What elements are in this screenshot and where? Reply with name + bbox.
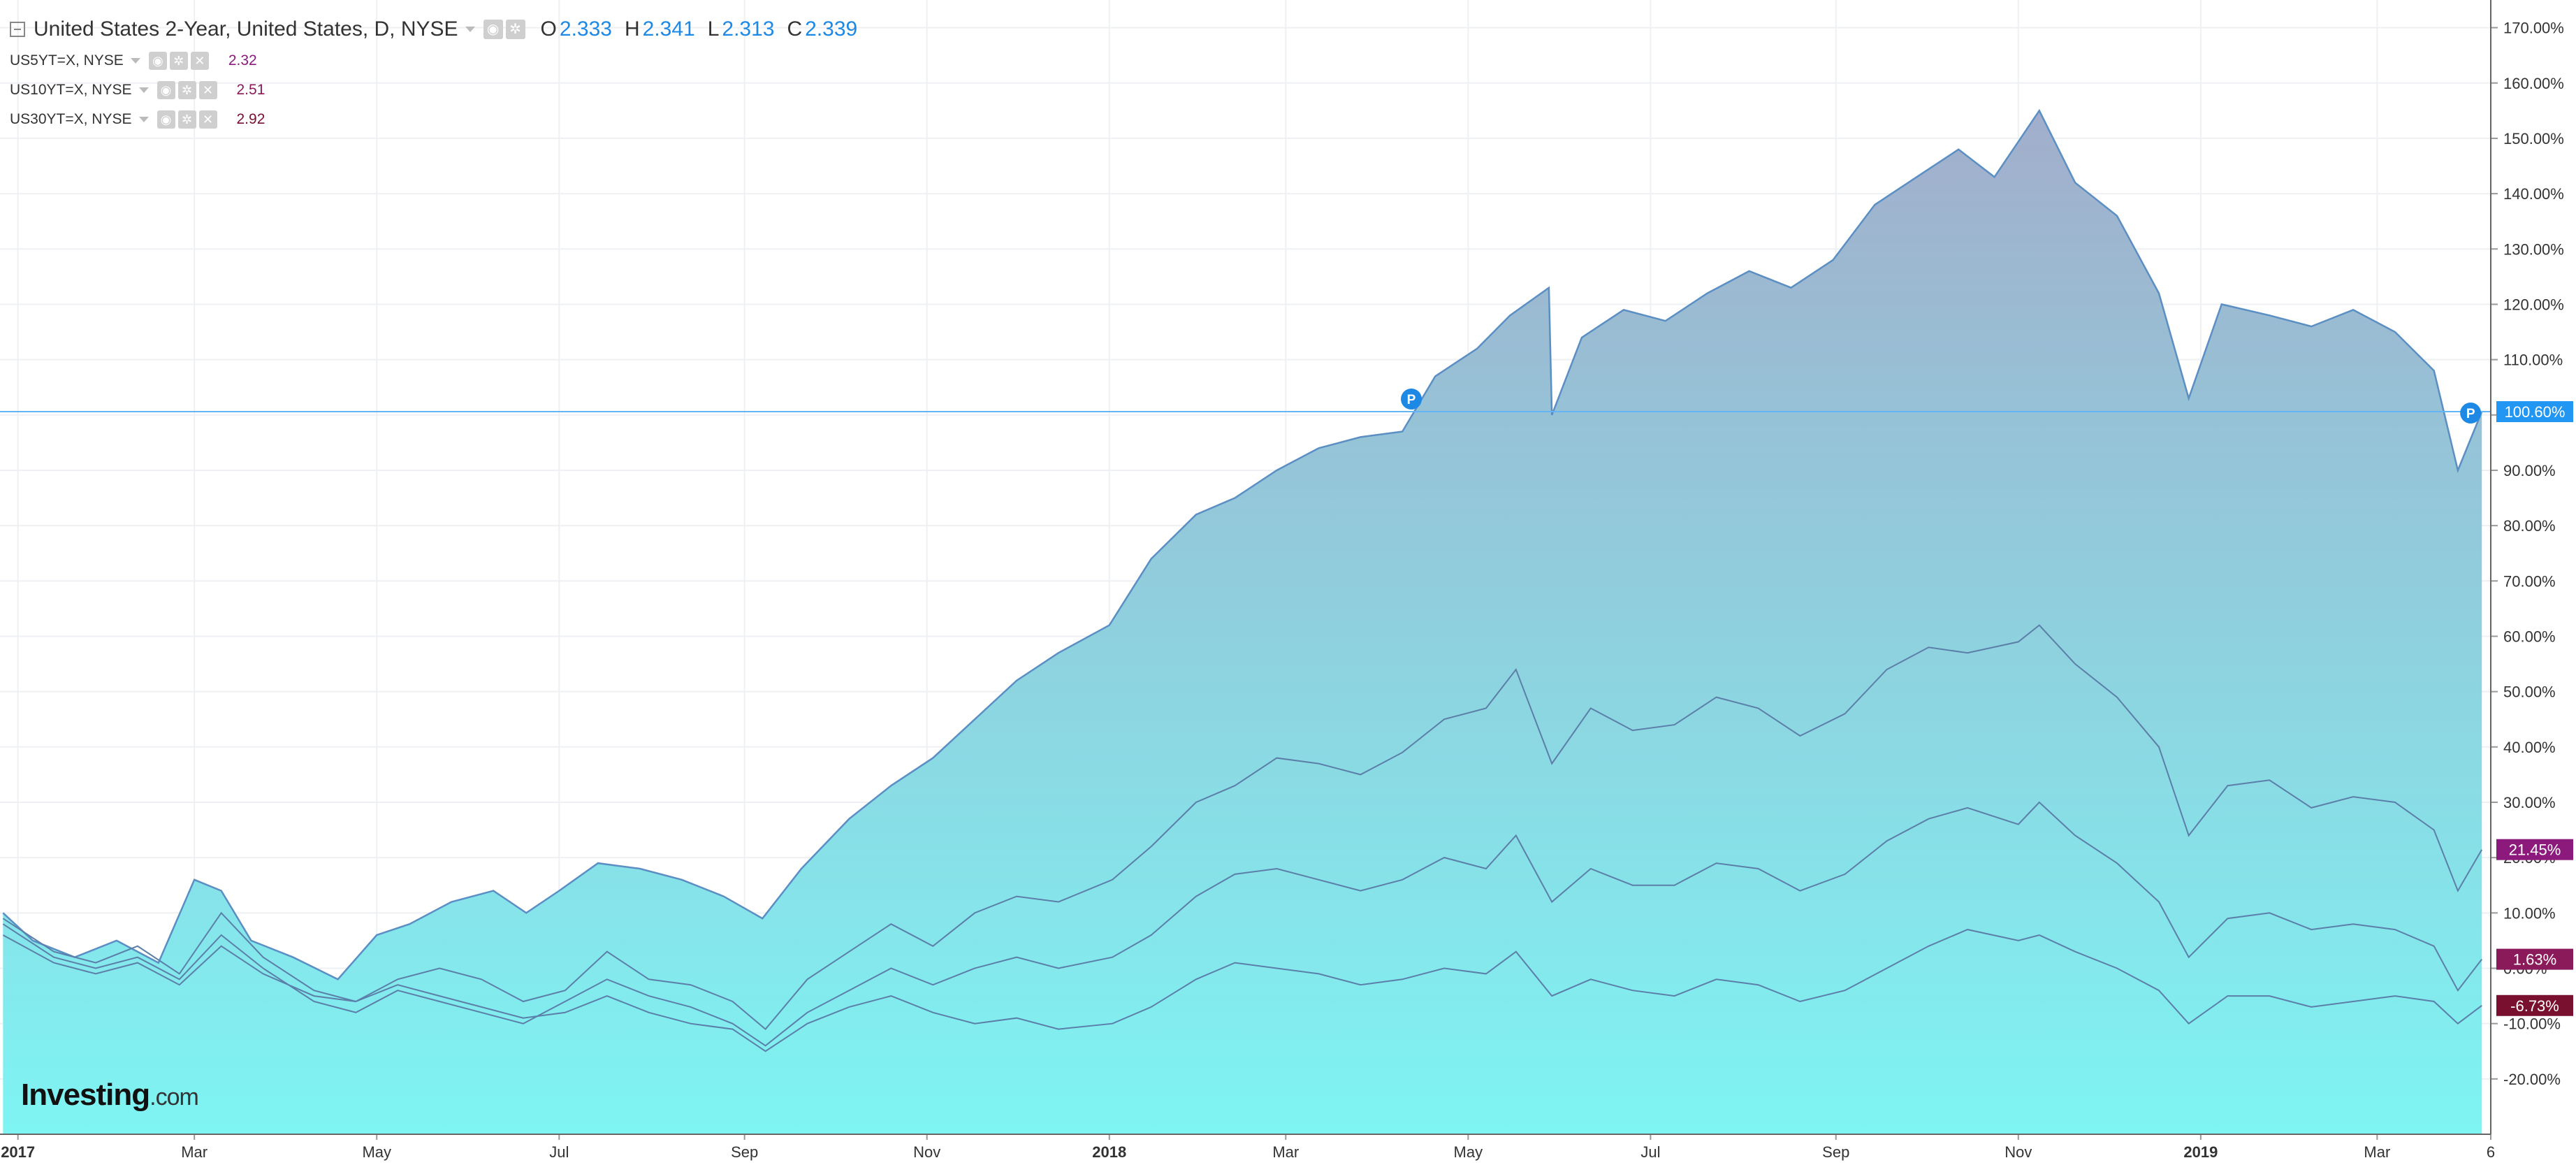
eye-icon[interactable]: ◉ [483, 20, 503, 39]
last-value-label: 21.45% [2509, 841, 2561, 859]
last-value-tag [2496, 839, 2573, 860]
x-tick-label: Jul [549, 1143, 569, 1161]
last-value-label: -6.73% [2510, 997, 2559, 1015]
logo-suffix: .com [150, 1084, 199, 1110]
eye-icon[interactable]: ◉ [157, 81, 175, 99]
main-series-legend: United States 2-Year, United States, D, … [10, 13, 857, 46]
y-tick-label: 40.00% [2503, 739, 2556, 756]
low-label: L [707, 17, 720, 41]
y-tick-label: 50.00% [2503, 683, 2556, 701]
x-tick-label: 6 [2487, 1143, 2495, 1161]
last-value-tag [2496, 401, 2573, 423]
reference-layer: PP [0, 389, 2491, 424]
x-tick-label: May [1454, 1143, 1483, 1161]
position-marker-label: P [2466, 407, 2475, 421]
y-tick-label: 80.00% [2503, 517, 2556, 535]
close-icon[interactable]: ✕ [190, 52, 209, 70]
y-tick-label: 30.00% [2503, 794, 2556, 811]
overlay-value: 2.32 [228, 52, 257, 68]
x-tick-label: Nov [2004, 1143, 2032, 1161]
x-tick-label: Mar [1272, 1143, 1299, 1161]
overlay-legend-us30y: US30YT=X, NYSE ◉ ✲ ✕ 2.92 [10, 105, 857, 134]
x-tick-label: Mar [181, 1143, 208, 1161]
open-label: O [540, 17, 557, 41]
overlay-value: 2.92 [236, 111, 265, 127]
x-tick-label: Sep [731, 1143, 758, 1161]
x-tick-label: 2017 [1, 1143, 35, 1161]
chevron-down-icon[interactable] [138, 117, 149, 122]
eye-icon[interactable]: ◉ [148, 52, 167, 70]
last-value-tag [2496, 994, 2573, 1016]
x-tick-label: Nov [913, 1143, 940, 1161]
high-label: H [624, 17, 640, 41]
last-value-label: 1.63% [2513, 951, 2556, 969]
close-value: 2.339 [805, 17, 858, 41]
y-tick-label: 130.00% [2503, 240, 2564, 258]
close-label: C [787, 17, 803, 41]
y-tick-label: 170.00% [2503, 20, 2564, 37]
y-tick-label: -20.00% [2503, 1071, 2561, 1088]
overlay-series-line [2, 929, 2482, 1052]
overlay-series-line [2, 624, 2483, 1031]
y-tick-label: 10.00% [2503, 904, 2556, 922]
y-tick-label: 60.00% [2503, 628, 2556, 645]
y-tick-label: -10.00% [2503, 1015, 2561, 1033]
overlay-value: 2.51 [236, 82, 265, 98]
overlay-legend-us5y: US5YT=X, NYSE ◉ ✲ ✕ 2.32 [10, 46, 857, 75]
chevron-down-icon[interactable] [130, 58, 140, 64]
chevron-down-icon[interactable] [465, 27, 475, 32]
x-tick-label: Jul [1640, 1143, 1660, 1161]
y-tick-label: 90.00% [2503, 462, 2556, 479]
y-tick-label: 140.00% [2503, 185, 2564, 203]
x-tick-label: 2018 [1092, 1143, 1126, 1161]
open-value: 2.333 [559, 17, 612, 41]
overlay-label: US10YT=X, NYSE [10, 82, 132, 98]
close-icon[interactable]: ✕ [198, 81, 217, 99]
close-icon[interactable]: ✕ [198, 110, 217, 129]
gear-icon[interactable]: ✲ [505, 20, 525, 39]
position-marker [2460, 403, 2482, 424]
x-tick-label: Sep [1822, 1143, 1849, 1161]
last-value-tag [2496, 948, 2573, 970]
logo-brand: Investing [21, 1078, 150, 1112]
y-tick-label: 110.00% [2503, 352, 2563, 369]
last-value-labels: 100.60% 21.45% 1.63% -6.73% [2496, 401, 2573, 1016]
collapse-icon[interactable] [10, 22, 25, 37]
overlay-legend-us10y: US10YT=X, NYSE ◉ ✲ ✕ 2.51 [10, 75, 857, 105]
x-axis: 2017 Mar May Jul Sep Nov 2018 Mar May Jul Sep Nov 20… [0, 1134, 2495, 1161]
chevron-down-icon[interactable] [138, 87, 149, 93]
y-tick-label: 160.00% [2503, 75, 2564, 92]
legend: United States 2-Year, United States, D, … [10, 13, 857, 134]
investing-logo: Investing.com [21, 1078, 199, 1113]
y-tick-label: 150.00% [2503, 130, 2564, 147]
y-tick-label: 70.00% [2503, 572, 2556, 590]
y-axis: 170.00% 160.00% 150.00% 140.00% 130.00% 120.0… [2490, 0, 2564, 1134]
series-area [2, 108, 2483, 1134]
y-tick-label: 120.00% [2503, 296, 2564, 313]
last-value-label: 100.60% [2505, 403, 2566, 421]
x-tick-label: May [362, 1143, 391, 1161]
eye-icon[interactable]: ◉ [157, 110, 175, 129]
x-tick-label: Mar [2364, 1143, 2390, 1161]
main-series-area [3, 110, 2482, 1134]
gear-icon[interactable]: ✲ [169, 52, 188, 70]
low-value: 2.313 [722, 17, 775, 41]
x-tick-label: 2019 [2183, 1143, 2218, 1161]
position-marker [1401, 389, 1422, 410]
series-lines [2, 624, 2483, 1052]
position-marker-label: P [1407, 393, 1416, 407]
overlay-series-line [2, 801, 2482, 1047]
overlay-label: US30YT=X, NYSE [10, 111, 132, 127]
main-series-title: United States 2-Year, United States, D, … [34, 17, 458, 41]
gear-icon[interactable]: ✲ [177, 110, 196, 129]
high-value: 2.341 [642, 17, 695, 41]
gear-icon[interactable]: ✲ [177, 81, 196, 99]
main-series-line [2, 108, 2483, 981]
overlay-label: US5YT=X, NYSE [10, 52, 124, 68]
